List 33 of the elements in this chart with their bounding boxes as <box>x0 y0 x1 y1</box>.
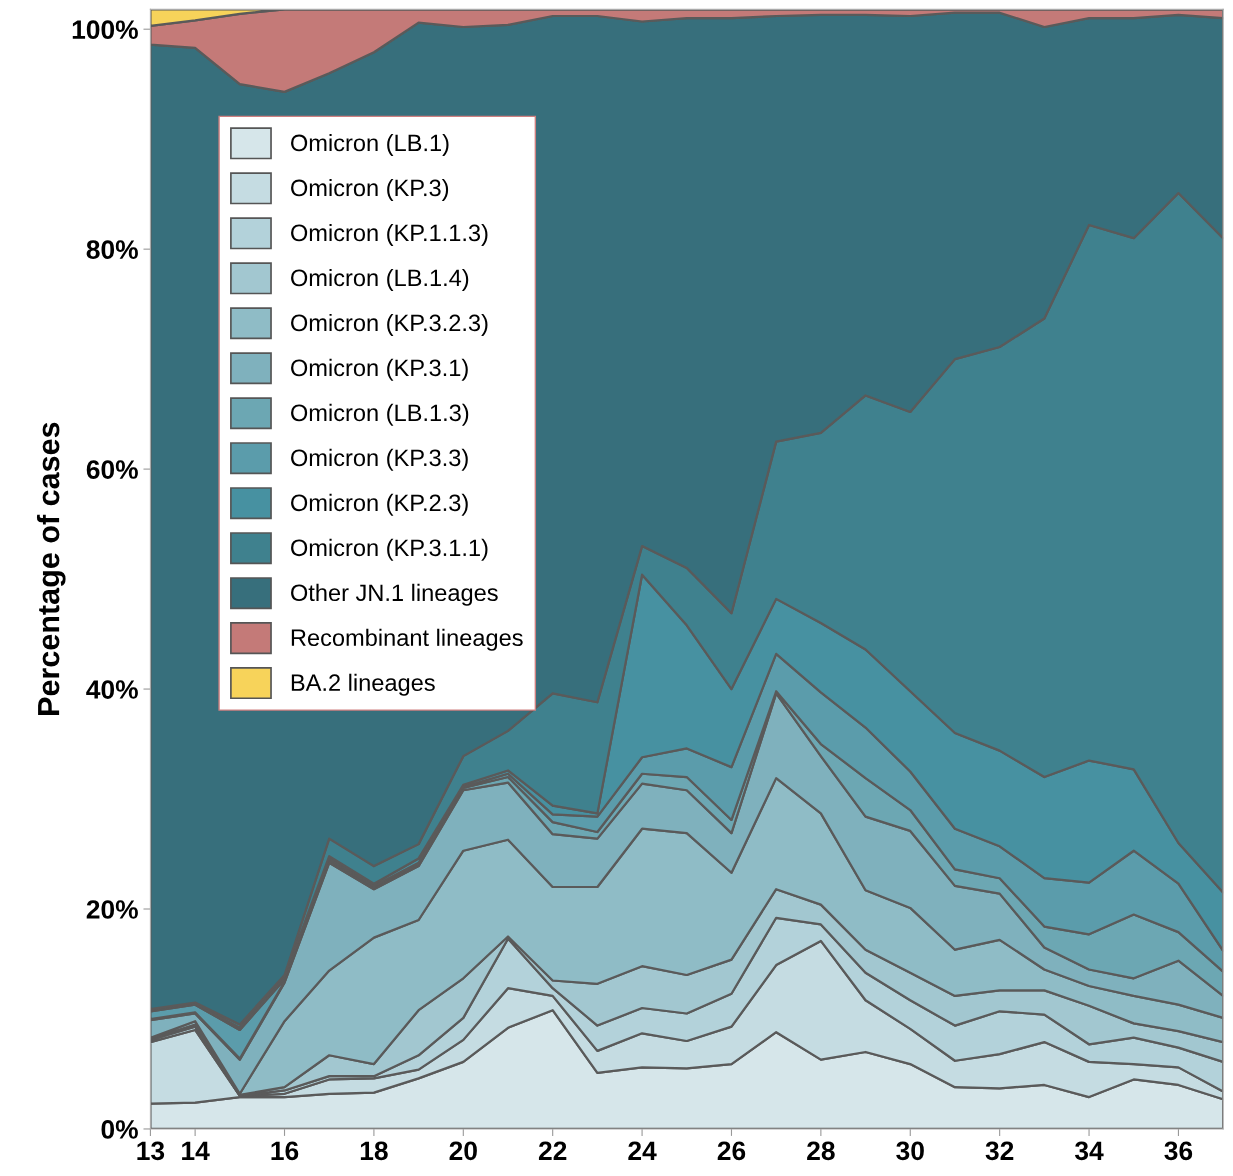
x-tick-label: 34 <box>1074 1141 1104 1161</box>
legend-label: Other JN.1 lineages <box>291 583 498 606</box>
legend-label: Omicron (LB.1.4) <box>291 268 469 291</box>
y-axis-title: Percentage of cases <box>36 422 66 715</box>
legend-label: Omicron (KP.1.1.3) <box>291 223 488 246</box>
y-tick-label: 40% <box>86 680 138 699</box>
legend-label: Omicron (KP.3.1) <box>291 358 468 381</box>
legend-label: Omicron (KP.3.3) <box>291 448 468 471</box>
x-tick-label: 13 <box>137 1141 165 1161</box>
x-tick-label: 20 <box>449 1141 477 1161</box>
x-tick-label: 16 <box>271 1141 299 1161</box>
x-tick-label: 32 <box>985 1141 1014 1161</box>
x-tick-label: 30 <box>896 1141 924 1161</box>
legend-label: Recombinant lineages <box>291 628 523 651</box>
x-tick-label: 24 <box>628 1141 657 1160</box>
y-tick-label: 60% <box>86 460 138 479</box>
x-tick-label: 26 <box>717 1141 746 1161</box>
legend-label: Omicron (KP.3.2.3) <box>291 313 488 336</box>
legend-label: Omicron (LB.1) <box>291 133 449 156</box>
y-tick-label: 20% <box>86 900 138 919</box>
y-tick-label: 100% <box>72 20 138 40</box>
legend-label: BA.2 lineages <box>291 673 435 696</box>
x-tick-label: 28 <box>807 1141 835 1161</box>
legend-label: Omicron (KP.2.3) <box>291 493 468 516</box>
legend-label: Omicron (KP.3) <box>291 178 449 201</box>
legend-label: Omicron (LB.1.3) <box>291 403 469 426</box>
x-tick-label: 14 <box>182 1141 210 1160</box>
legend-label: Omicron (KP.3.1.1) <box>291 538 488 561</box>
y-tick-label: 80% <box>86 240 138 259</box>
x-tick-label: 18 <box>360 1141 388 1161</box>
x-tick-label: 22 <box>538 1141 567 1160</box>
x-tick-label: 36 <box>1164 1141 1193 1161</box>
y-tick-label: 0% <box>101 1120 138 1139</box>
